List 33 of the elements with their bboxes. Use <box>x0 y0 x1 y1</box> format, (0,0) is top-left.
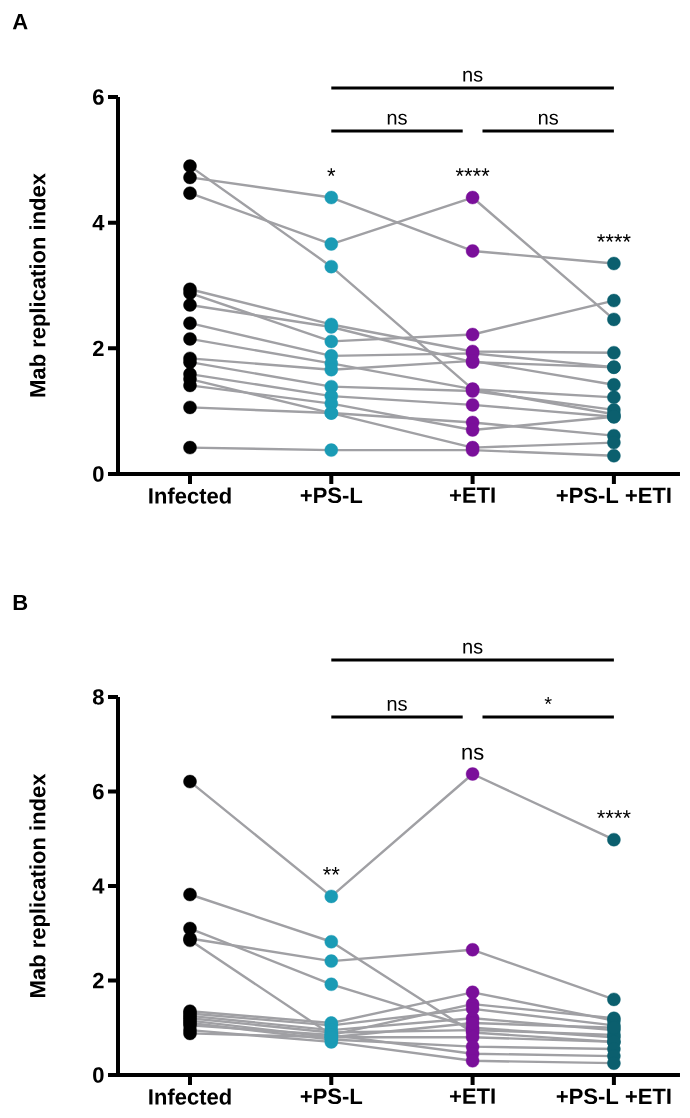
x-tick-label: +PS-L <box>300 487 363 504</box>
annotation: * <box>327 168 336 176</box>
x-tick-label: +PS-L +ETI <box>556 487 671 504</box>
x-tick-label: +ETI <box>449 487 495 503</box>
y-axis-title: Mab replication index <box>29 773 50 997</box>
y-tick-label: 2 <box>93 340 104 357</box>
y-tick-label: 0 <box>93 466 104 482</box>
x-tick-label: Infected <box>149 1088 231 1105</box>
y-tick-label: 8 <box>92 689 104 705</box>
chart-title: B <box>13 594 28 611</box>
x-tick-label: +PS-L +ETI <box>556 1088 671 1105</box>
annotation: **** <box>597 810 631 819</box>
annotation: * <box>544 697 552 705</box>
annotation: ns <box>462 747 484 760</box>
text: ns <box>463 70 483 82</box>
annotation: ns <box>387 113 407 125</box>
annotation: ns <box>387 699 407 711</box>
x-tick-label: Infected <box>149 487 231 504</box>
y-tick-label: 4 <box>92 215 105 231</box>
y-tick-label: 6 <box>93 783 104 800</box>
chart-title: A <box>12 14 28 30</box>
y-axis-title: Mab replication index <box>29 173 50 397</box>
text: ns <box>463 642 483 654</box>
y-tick-label: 0 <box>93 1067 104 1083</box>
y-tick-label: 4 <box>92 878 105 894</box>
annotation: ns <box>538 113 559 125</box>
annotation: **** <box>455 168 490 176</box>
x-tick-label: +ETI <box>449 1088 495 1104</box>
y-tick-label: 6 <box>93 89 104 105</box>
x-tick-label: +PS-L <box>300 1088 363 1105</box>
annotation: **** <box>597 234 631 242</box>
y-tick-label: 2 <box>93 972 104 989</box>
annotation: ** <box>323 867 340 875</box>
